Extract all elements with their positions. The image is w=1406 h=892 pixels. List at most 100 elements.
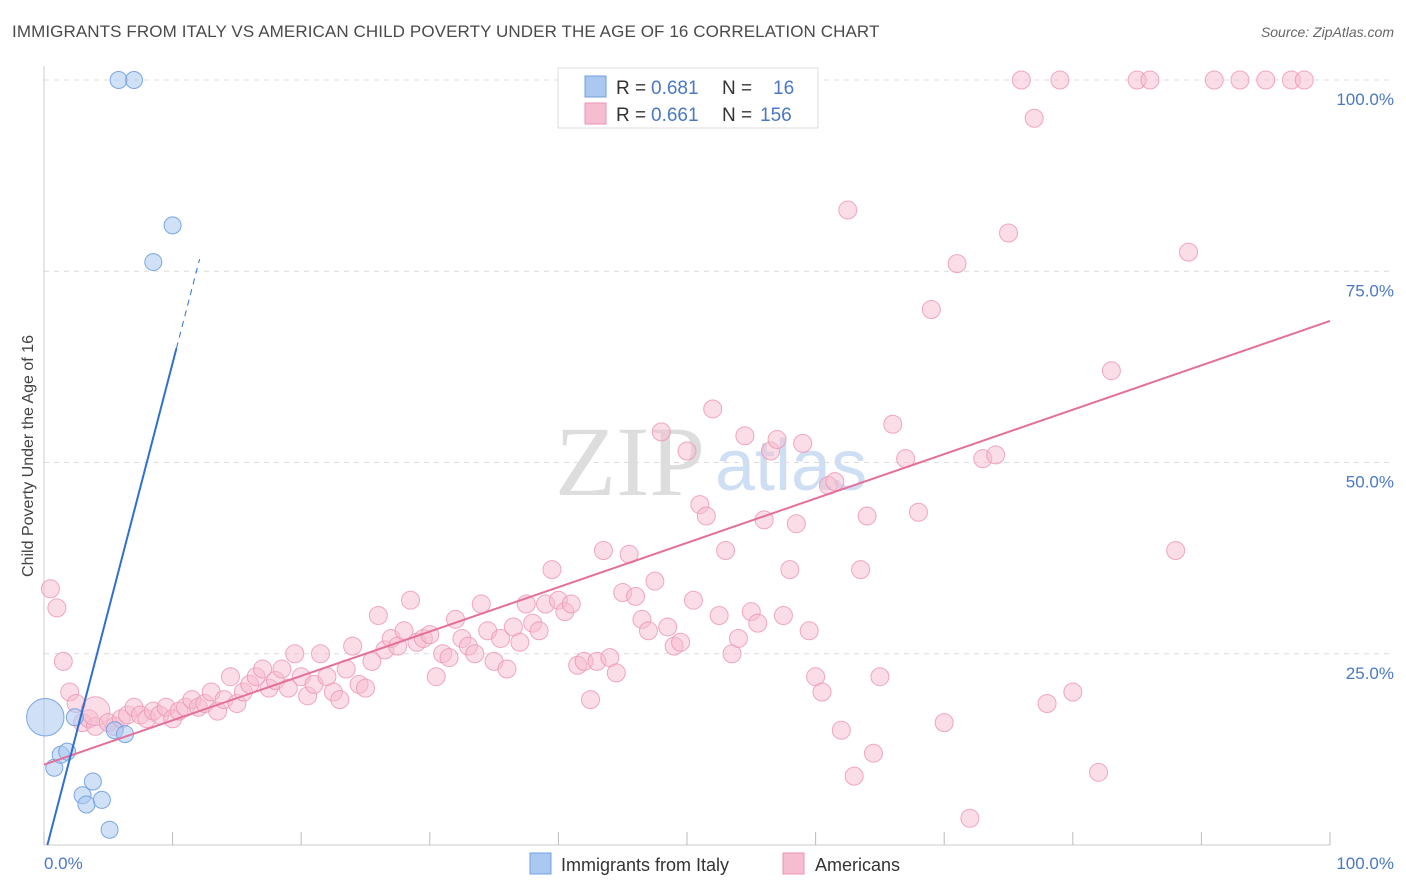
americans-point bbox=[658, 617, 678, 637]
italy-point bbox=[26, 698, 65, 737]
americans-points bbox=[40, 70, 1314, 828]
americans-point bbox=[53, 651, 73, 671]
americans-point bbox=[40, 579, 60, 599]
americans-point bbox=[581, 690, 601, 710]
watermark-zip: ZIP bbox=[555, 406, 705, 517]
americans-point bbox=[780, 560, 800, 580]
americans-point bbox=[1063, 682, 1083, 702]
italy-point bbox=[83, 772, 102, 791]
americans-point bbox=[934, 713, 954, 733]
americans-point bbox=[651, 422, 671, 442]
series-legend: Immigrants from Italy Americans bbox=[529, 852, 900, 875]
americans-point bbox=[1024, 108, 1044, 128]
americans-point bbox=[709, 606, 729, 625]
americans-point bbox=[47, 598, 67, 618]
series-legend-swatch-italy bbox=[529, 852, 552, 875]
americans-point bbox=[786, 514, 806, 534]
legend-italy-r-label: R = bbox=[616, 78, 646, 99]
y-axis-label: Child Poverty Under the Age of 16 bbox=[20, 335, 37, 577]
americans-trendline bbox=[43, 320, 1331, 766]
americans-point bbox=[285, 644, 305, 664]
americans-point bbox=[645, 571, 665, 591]
italy-point bbox=[144, 253, 163, 272]
americans-point bbox=[767, 430, 787, 450]
americans-point bbox=[773, 606, 793, 625]
americans-point bbox=[510, 632, 530, 652]
italy-trendline-extension bbox=[175, 258, 201, 349]
americans-point bbox=[703, 399, 723, 419]
italy-points bbox=[26, 71, 182, 839]
americans-point bbox=[401, 590, 421, 610]
americans-point bbox=[253, 659, 273, 679]
americans-point bbox=[426, 667, 446, 687]
series-legend-swatch-americans bbox=[782, 852, 805, 875]
americans-point bbox=[1101, 361, 1121, 381]
italy-point bbox=[125, 71, 144, 89]
legend-americans-r-value: 0.661 bbox=[651, 105, 699, 126]
americans-point bbox=[831, 720, 851, 740]
americans-point bbox=[716, 540, 736, 560]
americans-point bbox=[606, 663, 626, 683]
americans-point bbox=[310, 644, 330, 664]
y-tick-label: 25.0% bbox=[1346, 664, 1394, 683]
americans-point bbox=[696, 506, 716, 526]
americans-point bbox=[735, 426, 755, 446]
americans-point bbox=[1179, 242, 1199, 262]
x-tick-label-max: 100.0% bbox=[1336, 854, 1394, 873]
americans-point bbox=[825, 472, 845, 492]
americans-point bbox=[343, 636, 363, 656]
americans-point bbox=[1089, 762, 1109, 782]
americans-point bbox=[1140, 70, 1160, 90]
series-legend-americans: Americans bbox=[815, 855, 900, 875]
trendlines bbox=[43, 258, 1331, 846]
legend-americans-r-label: R = bbox=[616, 105, 646, 126]
y-tick-label: 75.0% bbox=[1346, 281, 1394, 300]
legend-swatch-italy bbox=[584, 75, 607, 98]
y-tick-label: 50.0% bbox=[1346, 473, 1394, 492]
americans-point bbox=[278, 678, 298, 698]
americans-point bbox=[1294, 70, 1314, 90]
legend-americans-n-label: N = bbox=[722, 105, 752, 126]
americans-point bbox=[863, 743, 883, 763]
americans-point bbox=[529, 621, 549, 641]
americans-point bbox=[728, 628, 748, 648]
americans-point bbox=[908, 502, 928, 522]
americans-point bbox=[439, 648, 459, 668]
correlation-legend: R = 0.681 N = 16 R = 0.661 N = 156 bbox=[557, 67, 819, 129]
americans-point bbox=[851, 560, 871, 580]
americans-point bbox=[960, 808, 980, 828]
americans-point bbox=[857, 506, 877, 526]
italy-point bbox=[109, 71, 128, 89]
americans-point bbox=[638, 621, 658, 641]
italy-trendline bbox=[46, 347, 178, 846]
watermark: ZIP atlas bbox=[555, 406, 867, 517]
gridlines bbox=[44, 79, 1394, 655]
americans-point bbox=[593, 540, 613, 560]
americans-point bbox=[838, 200, 858, 220]
americans-point bbox=[870, 667, 890, 687]
americans-point bbox=[1011, 70, 1031, 90]
americans-point bbox=[1230, 70, 1250, 90]
americans-point bbox=[799, 621, 819, 641]
americans-point bbox=[1204, 70, 1224, 90]
americans-point bbox=[683, 590, 703, 610]
americans-point bbox=[491, 628, 511, 648]
americans-point bbox=[748, 613, 768, 633]
americans-point bbox=[471, 594, 491, 614]
italy-point bbox=[92, 790, 111, 809]
americans-point bbox=[497, 659, 517, 679]
legend-italy-n-value: 16 bbox=[773, 78, 794, 99]
legend-italy-r-value: 0.681 bbox=[651, 78, 699, 99]
americans-point bbox=[999, 223, 1018, 243]
legend-italy-n-label: N = bbox=[722, 78, 752, 99]
americans-point bbox=[1256, 70, 1276, 90]
americans-point bbox=[368, 606, 388, 625]
legend-swatch-americans bbox=[584, 102, 607, 125]
x-tick-label-min: 0.0% bbox=[44, 854, 83, 873]
americans-point bbox=[1050, 70, 1070, 90]
legend-americans-n-value: 156 bbox=[760, 105, 792, 126]
italy-point bbox=[77, 795, 96, 814]
americans-point bbox=[671, 632, 691, 652]
americans-point bbox=[542, 560, 562, 580]
americans-point bbox=[947, 254, 967, 274]
